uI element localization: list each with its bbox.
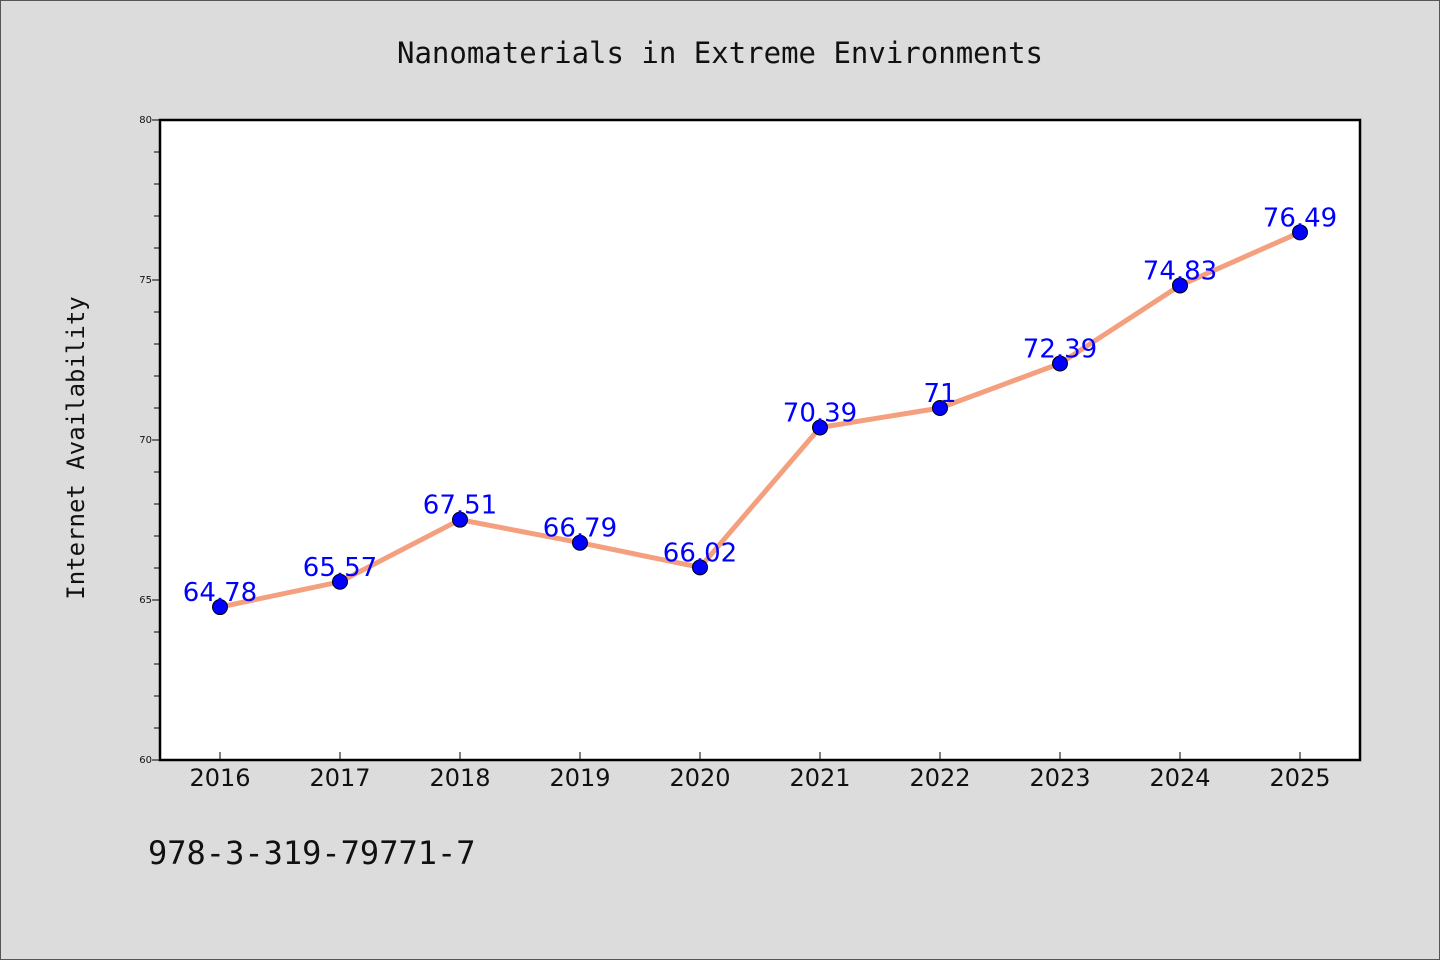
- data-labels: 64.78 65.57 67.51 66.79 66.02 70.39 71 72.39 74.…: [183, 203, 1337, 608]
- series-line-group: [217, 229, 1303, 610]
- markers: [212, 224, 1308, 616]
- y-tick-label: 80: [139, 115, 152, 126]
- data-label: 74.83: [1143, 256, 1217, 286]
- x-axis: 2016 2017 2018 2019 2020 2021 2022 2023 2024 2025: [189, 752, 1331, 792]
- y-tick-label: 60: [139, 755, 152, 766]
- y-tick-label: 65: [139, 595, 152, 606]
- data-label: 67.51: [423, 491, 497, 521]
- plot-border: [158, 118, 1362, 762]
- chart-title: Nanomaterials in Extreme Environments: [397, 36, 1043, 70]
- data-point: [932, 400, 948, 416]
- data-label: 71: [923, 379, 956, 409]
- data-point: [212, 599, 228, 616]
- data-label: 66.02: [663, 538, 737, 568]
- data-point: [692, 559, 708, 576]
- data-point: [332, 573, 348, 590]
- footnote-isbn: 978-3-319-79771-7: [148, 834, 476, 872]
- x-tick-label: 2025: [1269, 764, 1330, 792]
- x-tick-label: 2020: [669, 764, 730, 792]
- data-point: [572, 534, 588, 551]
- x-tick-label: 2023: [1029, 764, 1090, 792]
- x-tick-label: 2019: [549, 764, 610, 792]
- x-tick-label: 2016: [189, 764, 250, 792]
- data-label: 72.39: [1023, 335, 1097, 365]
- y-tick-label: 70: [139, 435, 152, 446]
- data-label: 66.79: [543, 514, 617, 544]
- y-tick-label: 75: [139, 275, 152, 286]
- y-axis: 60 65 70 75 80: [139, 115, 160, 766]
- data-point: [1172, 277, 1188, 294]
- x-tick-label: 2021: [789, 764, 850, 792]
- data-label: 65.57: [303, 553, 377, 583]
- data-point: [1292, 224, 1308, 241]
- data-point: [812, 419, 828, 436]
- plot-area: [160, 120, 1360, 760]
- series-line: [217, 229, 1303, 610]
- x-tick-label: 2024: [1149, 764, 1210, 792]
- data-point: [452, 511, 468, 528]
- data-label: 76.49: [1263, 203, 1337, 233]
- x-tick-label: 2022: [909, 764, 970, 792]
- data-label: 70.39: [783, 399, 857, 429]
- y-axis-label: Internet Availability: [62, 296, 90, 599]
- data-label: 64.78: [183, 578, 257, 608]
- x-tick-label: 2018: [429, 764, 490, 792]
- x-tick-label: 2017: [309, 764, 370, 792]
- data-point: [1052, 355, 1068, 372]
